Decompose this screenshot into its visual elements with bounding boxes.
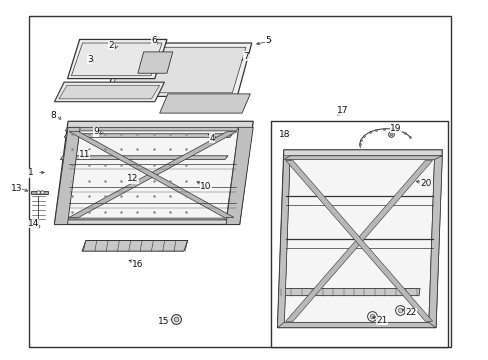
- Polygon shape: [277, 322, 435, 328]
- Polygon shape: [138, 52, 172, 73]
- Polygon shape: [285, 161, 432, 321]
- Text: 2: 2: [108, 41, 114, 50]
- Text: 9: 9: [93, 127, 99, 136]
- Polygon shape: [225, 127, 253, 225]
- Text: 6: 6: [151, 36, 157, 45]
- Polygon shape: [54, 82, 164, 102]
- Text: 19: 19: [389, 124, 401, 133]
- Polygon shape: [428, 156, 442, 328]
- Text: 12: 12: [127, 175, 138, 184]
- Polygon shape: [284, 156, 442, 159]
- Polygon shape: [64, 134, 232, 137]
- Text: 15: 15: [158, 317, 169, 326]
- Text: 10: 10: [200, 181, 211, 190]
- Bar: [29, 16, 449, 347]
- Polygon shape: [69, 132, 233, 217]
- Polygon shape: [111, 47, 245, 93]
- Polygon shape: [106, 43, 251, 96]
- Polygon shape: [277, 150, 442, 328]
- Polygon shape: [82, 240, 187, 251]
- Polygon shape: [54, 121, 253, 225]
- Text: 17: 17: [336, 106, 347, 115]
- Text: 21: 21: [376, 316, 387, 325]
- Polygon shape: [56, 218, 225, 220]
- Text: 13: 13: [11, 184, 22, 193]
- Text: 3: 3: [87, 54, 93, 63]
- Polygon shape: [284, 156, 434, 322]
- Text: 14: 14: [28, 219, 39, 228]
- Polygon shape: [59, 85, 159, 99]
- Polygon shape: [279, 288, 419, 296]
- Text: 4: 4: [209, 134, 215, 143]
- Polygon shape: [60, 156, 227, 159]
- Text: 22: 22: [405, 308, 416, 317]
- Polygon shape: [67, 127, 238, 220]
- Polygon shape: [65, 127, 238, 131]
- Polygon shape: [69, 132, 236, 217]
- Polygon shape: [277, 156, 289, 328]
- Text: 7: 7: [243, 52, 248, 61]
- Text: 11: 11: [79, 150, 90, 159]
- Polygon shape: [54, 127, 80, 225]
- Polygon shape: [285, 161, 432, 321]
- Bar: [271, 121, 447, 347]
- Text: 8: 8: [50, 112, 56, 121]
- Text: 20: 20: [419, 179, 430, 188]
- Text: 1: 1: [28, 168, 34, 177]
- Text: 18: 18: [279, 130, 290, 139]
- Polygon shape: [71, 43, 162, 76]
- Polygon shape: [67, 40, 166, 78]
- Text: 16: 16: [132, 260, 143, 269]
- Polygon shape: [159, 94, 250, 113]
- Text: 5: 5: [265, 36, 270, 45]
- Polygon shape: [31, 192, 48, 194]
